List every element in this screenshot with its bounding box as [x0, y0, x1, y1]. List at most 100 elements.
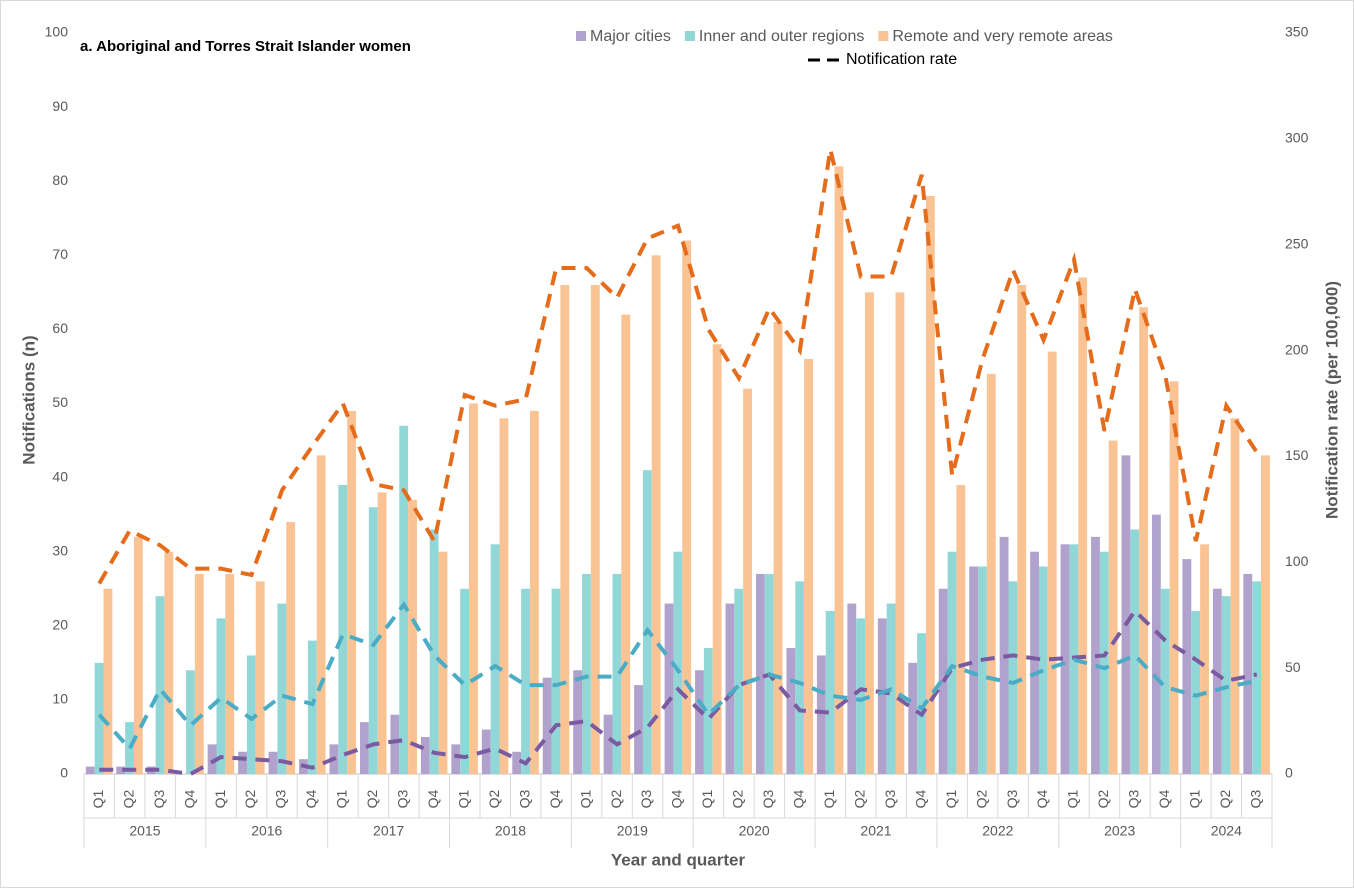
- y-tick-label: 100: [45, 24, 69, 40]
- x-tick-label: Q3: [638, 789, 654, 808]
- bar: [865, 292, 874, 774]
- bar: [725, 603, 735, 774]
- bar: [155, 596, 165, 774]
- x-tick-label: Q3: [516, 789, 532, 808]
- y-tick-label: 30: [52, 542, 68, 558]
- x-tick-label: Q3: [151, 789, 167, 808]
- bar: [1182, 559, 1192, 774]
- legend-swatch: [684, 31, 695, 41]
- x-axis-title: Year and quarter: [611, 850, 746, 869]
- y2-tick-label: 350: [1285, 24, 1309, 40]
- x-tick-label: Q4: [181, 789, 197, 808]
- bar: [1261, 455, 1270, 774]
- x-tick-label: Q1: [1187, 789, 1203, 808]
- y2-tick-label: 200: [1285, 341, 1309, 357]
- x-tick-label: Q1: [1065, 789, 1081, 808]
- bar: [682, 240, 692, 775]
- bar: [1200, 544, 1209, 774]
- legend-label: Inner and outer regions: [699, 28, 864, 45]
- bar: [1230, 418, 1240, 774]
- bar: [834, 166, 844, 774]
- bar: [612, 573, 622, 774]
- rate-line: [97, 601, 1258, 753]
- x-tick-label: Q4: [791, 789, 807, 808]
- bar: [786, 648, 796, 774]
- bar: [268, 751, 278, 774]
- x-tick-label: Q4: [669, 789, 685, 808]
- bar: [246, 655, 256, 774]
- bar: [347, 410, 357, 774]
- bar: [804, 359, 813, 774]
- group-label: 2017: [373, 823, 404, 839]
- y-axis-title: Notifications (n): [19, 335, 38, 464]
- bar: [1078, 277, 1088, 774]
- bar: [1038, 566, 1048, 774]
- x-tick-label: Q3: [273, 789, 289, 808]
- bar: [377, 492, 387, 774]
- group-label: 2020: [739, 823, 770, 839]
- legend-swatch: [576, 31, 586, 41]
- bar: [695, 670, 704, 774]
- x-tick-label: Q1: [90, 789, 106, 808]
- legend-label: Major cities: [590, 28, 671, 45]
- bar: [186, 670, 195, 774]
- bar: [1030, 551, 1039, 774]
- bar: [399, 425, 409, 774]
- bar: [277, 603, 287, 774]
- x-tick-label: Q3: [760, 789, 776, 808]
- group-label: 2019: [617, 823, 648, 839]
- group-label: 2022: [982, 823, 1013, 839]
- x-tick-label: Q2: [973, 789, 989, 808]
- bar: [925, 196, 935, 774]
- bar: [1017, 284, 1027, 774]
- y-tick-label: 80: [52, 172, 68, 188]
- group-label: 2016: [251, 823, 282, 839]
- bar: [1212, 588, 1222, 774]
- bar: [359, 722, 369, 774]
- bar: [795, 581, 805, 774]
- bar: [512, 751, 522, 774]
- bar: [1130, 529, 1140, 774]
- bar: [368, 507, 378, 774]
- bar: [908, 662, 918, 774]
- bar: [1108, 440, 1118, 774]
- y-tick-label: 50: [52, 394, 68, 410]
- x-tick-label: Q3: [882, 789, 898, 808]
- bar: [225, 573, 235, 774]
- x-tick-label: Q3: [1126, 789, 1142, 808]
- bar: [1121, 455, 1131, 774]
- y2-tick-label: 100: [1285, 553, 1309, 569]
- bar: [895, 292, 905, 774]
- bar: [642, 470, 652, 774]
- y-tick-label: 70: [52, 246, 68, 262]
- y-tick-label: 60: [52, 320, 68, 336]
- bar: [85, 766, 95, 774]
- bar: [316, 455, 326, 774]
- bar: [164, 551, 174, 774]
- x-tick-label: Q1: [943, 789, 959, 808]
- bar: [1139, 307, 1149, 774]
- x-tick-label: Q2: [242, 789, 258, 808]
- bar: [621, 314, 631, 774]
- chart-title: a. Aboriginal and Torres Strait Islander…: [80, 38, 411, 55]
- bar: [286, 522, 296, 774]
- y-tick-label: 10: [52, 691, 68, 707]
- x-tick-label: Q4: [303, 789, 319, 808]
- bar: [582, 573, 591, 774]
- x-tick-label: Q2: [364, 789, 380, 808]
- bar: [1243, 573, 1253, 774]
- x-tick-label: Q4: [425, 789, 441, 808]
- bar: [1191, 610, 1201, 774]
- y-tick-label: 40: [52, 468, 68, 484]
- y-tick-label: 0: [60, 765, 68, 781]
- bar: [969, 566, 979, 774]
- bar: [603, 714, 613, 774]
- bar: [755, 573, 765, 774]
- bar: [125, 722, 134, 774]
- bar: [1047, 351, 1057, 774]
- group-label: 2021: [860, 823, 891, 839]
- x-tick-label: Q2: [730, 789, 746, 808]
- bar: [133, 536, 143, 774]
- bar: [469, 403, 478, 774]
